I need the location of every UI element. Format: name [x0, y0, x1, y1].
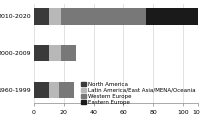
Bar [61, 8, 146, 25]
Bar [34, 45, 49, 61]
Bar [59, 82, 74, 98]
Bar [49, 82, 59, 98]
Bar [34, 8, 49, 25]
Bar [49, 45, 61, 61]
Bar [34, 82, 49, 98]
Legend: North America, Latin America/East Asia/MENA/Oceania, Western Europe, Eastern Eur: North America, Latin America/East Asia/M… [81, 82, 195, 105]
Bar [61, 45, 76, 61]
Bar [49, 8, 61, 25]
Bar [146, 8, 198, 25]
